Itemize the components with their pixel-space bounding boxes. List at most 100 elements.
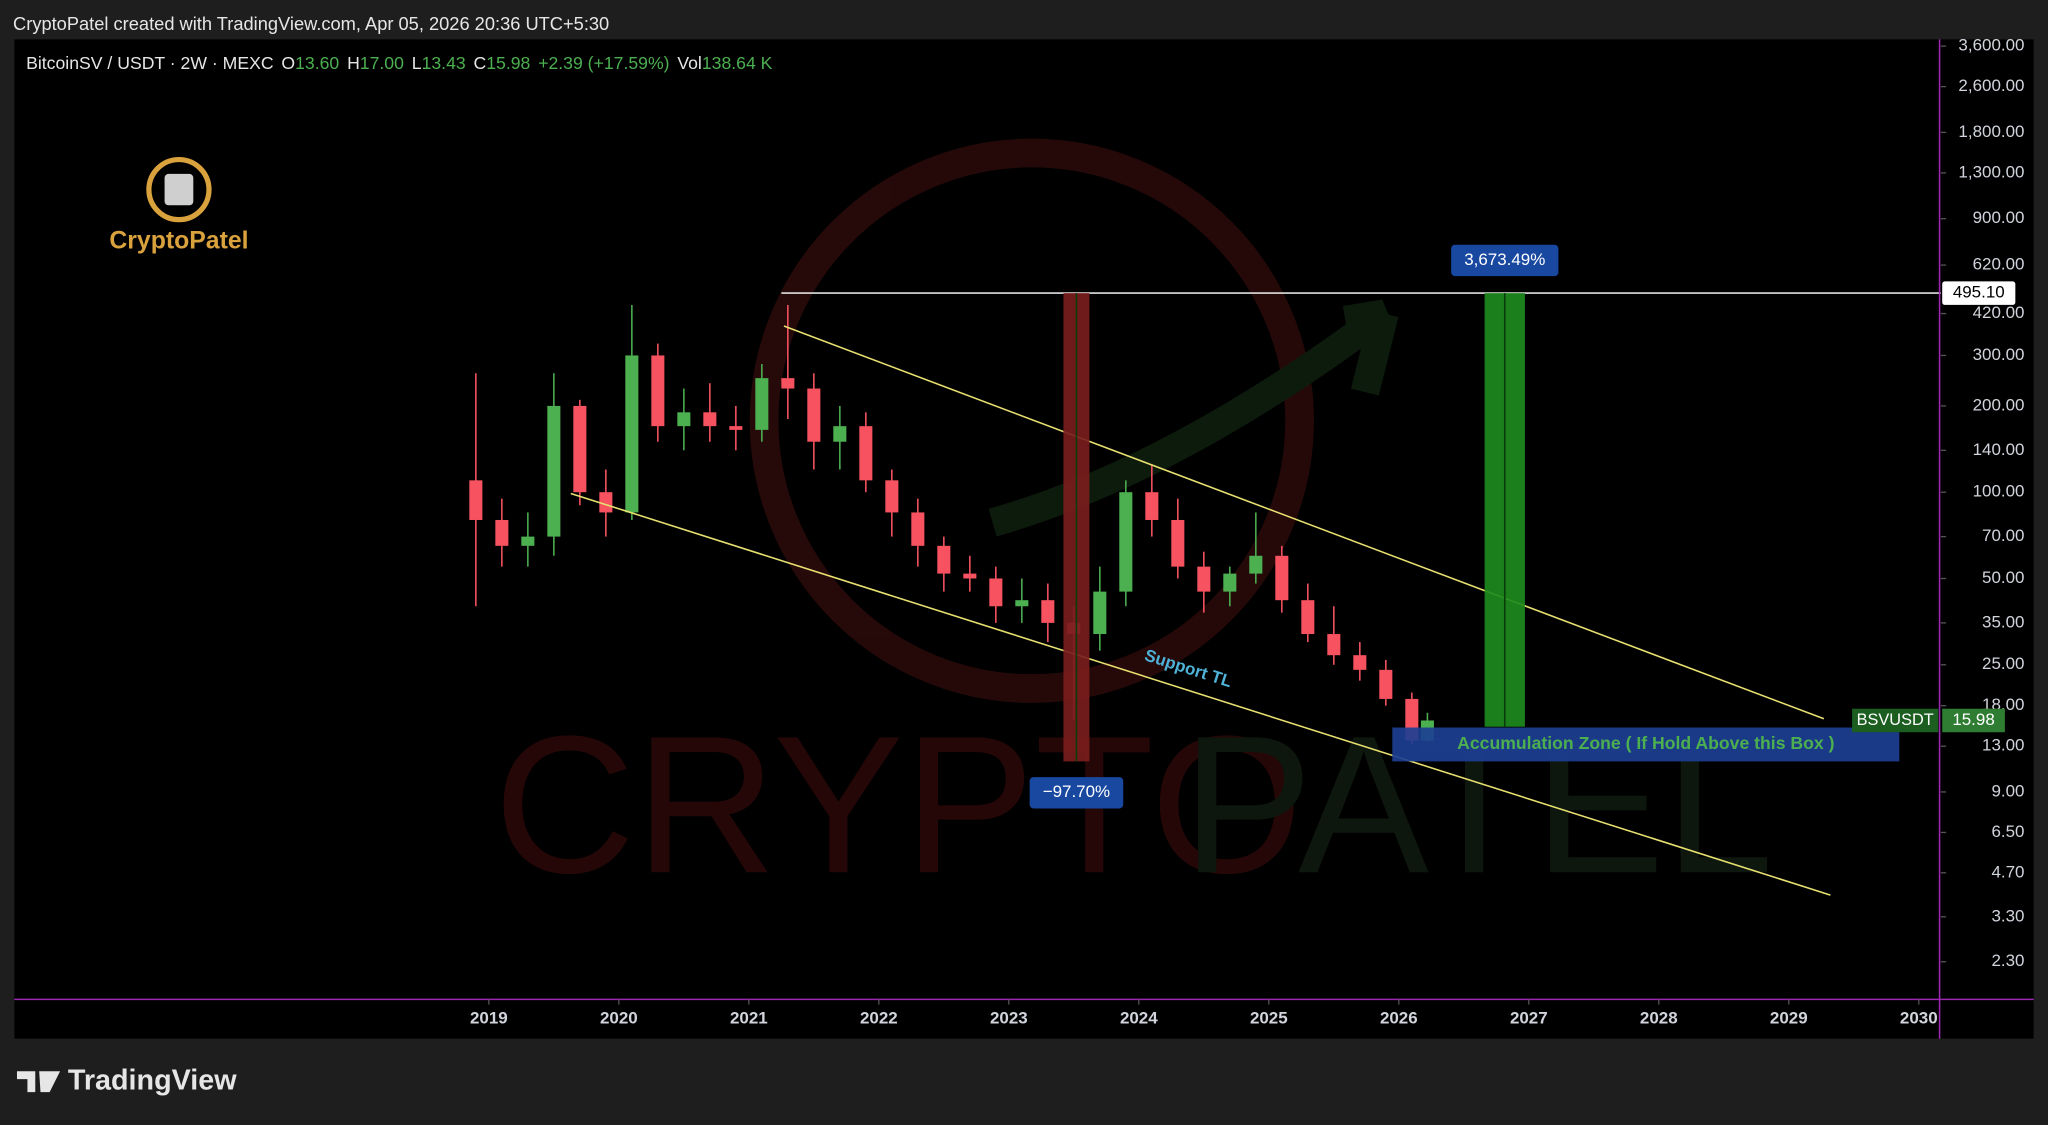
candle-body xyxy=(651,355,665,427)
footer-logo: TradingView xyxy=(16,1064,237,1096)
y-tick-label: 25.00 xyxy=(1982,654,2024,673)
x-tick-label: 2022 xyxy=(860,1008,898,1027)
logo: CryptoPatel xyxy=(109,156,249,254)
volume-key: Vol xyxy=(677,53,702,73)
x-tick-label: 2026 xyxy=(1380,1008,1418,1027)
candle-body xyxy=(781,378,795,389)
price-tag-box xyxy=(1942,281,2016,305)
candle-body xyxy=(677,412,691,427)
ohlc-key: L xyxy=(412,53,422,73)
candle-body xyxy=(1301,600,1315,635)
candle-body xyxy=(521,536,535,546)
zone xyxy=(1392,727,1900,762)
y-tick-label: 100.00 xyxy=(1973,482,2025,501)
ohlc-value: 13.60 xyxy=(295,53,339,73)
candle-body xyxy=(729,426,743,430)
y-tick-label: 4.70 xyxy=(1991,862,2024,881)
candle-body xyxy=(1197,566,1211,592)
trendline xyxy=(783,325,1825,720)
zone-label: −97.70% xyxy=(1043,782,1110,801)
ohlc-value: 15.98 xyxy=(486,53,530,73)
y-tick-label: 140.00 xyxy=(1973,440,2025,459)
price-tag: 495.10 xyxy=(1953,283,2005,302)
candle-body xyxy=(989,578,1003,607)
logo-icon xyxy=(164,173,194,206)
x-tick-label: 2019 xyxy=(470,1008,508,1027)
x-tick-label: 2020 xyxy=(600,1008,638,1027)
logo-ring xyxy=(146,156,212,223)
x-tick-label: 2025 xyxy=(1250,1008,1288,1027)
candle-body xyxy=(1275,555,1289,601)
y-tick-label: 3.30 xyxy=(1991,906,2024,925)
change: +2.39 (+17.59%) xyxy=(538,53,669,73)
watermark-text: CRYPTO xyxy=(494,695,1303,914)
symbol-tag-box xyxy=(1852,708,1939,733)
y-tick-label: 2,600.00 xyxy=(1958,76,2024,95)
candle-body xyxy=(911,512,925,546)
y-tick-label: 200.00 xyxy=(1973,395,2025,414)
candle-body xyxy=(1353,655,1367,670)
y-tick-label: 13.00 xyxy=(1982,736,2024,755)
zone-label-box xyxy=(1029,777,1124,809)
candle-body xyxy=(833,426,847,442)
tv-icon xyxy=(16,1071,61,1093)
x-tick-label: 2027 xyxy=(1510,1008,1548,1027)
ohlc-value: 13.43 xyxy=(422,53,466,73)
candle-body xyxy=(1015,600,1029,607)
candle-body xyxy=(469,480,483,520)
chart-area xyxy=(14,39,2034,1039)
candle-body xyxy=(1119,492,1133,592)
candle-body xyxy=(599,492,613,513)
zone-label-box xyxy=(1451,244,1559,277)
ohlc-value: 17.00 xyxy=(360,53,404,73)
candle-body xyxy=(495,519,509,546)
plot: Support TL−97.70%3,673.49%Accumulation Z… xyxy=(469,244,1941,896)
candle-body xyxy=(1327,634,1341,656)
candle-body xyxy=(1093,591,1107,635)
candle-body xyxy=(1041,600,1055,623)
price-tag-box xyxy=(1942,708,2005,733)
y-tick-label: 620.00 xyxy=(1973,255,2025,274)
y-tick-label: 6.50 xyxy=(1991,822,2024,841)
ohlc-key: O xyxy=(281,53,295,73)
candle-body xyxy=(807,388,821,442)
candle-body xyxy=(1249,555,1263,574)
top-bar-text: CryptoPatel created with TradingView.com… xyxy=(13,13,609,34)
candle-body xyxy=(963,573,977,579)
y-tick-label: 35.00 xyxy=(1982,612,2024,631)
y-tick-label: 2.30 xyxy=(1991,951,2024,970)
zone-label: Accumulation Zone ( If Hold Above this B… xyxy=(1457,733,1834,753)
y-tick-label: 70.00 xyxy=(1982,526,2024,545)
candle-body xyxy=(573,405,587,493)
y-tick-label: 1,300.00 xyxy=(1958,162,2024,181)
x-tick-label: 2030 xyxy=(1900,1008,1938,1027)
candle-body xyxy=(703,412,717,427)
x-tick-label: 2028 xyxy=(1640,1008,1678,1027)
candle-body xyxy=(1223,573,1237,592)
y-tick-label: 300.00 xyxy=(1973,345,2025,364)
candle-body xyxy=(625,355,639,513)
x-tick-label: 2024 xyxy=(1120,1008,1158,1027)
candle-body xyxy=(1379,669,1393,699)
watermark-arrow xyxy=(988,299,1399,537)
x-tick-label: 2029 xyxy=(1770,1008,1808,1027)
symbol-tag: BSVUSDT xyxy=(1857,711,1934,729)
candle-body xyxy=(937,545,951,574)
y-tick-label: 900.00 xyxy=(1973,208,2025,227)
ohlc-key: H xyxy=(347,53,360,73)
x-tick-label: 2021 xyxy=(730,1008,768,1027)
y-tick-label: 3,600.00 xyxy=(1958,36,2024,55)
zone-label: 3,673.49% xyxy=(1464,250,1545,269)
x-tick-label: 2023 xyxy=(990,1008,1028,1027)
symbol-header: BitcoinSV / USDT · 2W · MEXC O13.60 H17.00… xyxy=(26,53,773,73)
y-tick-label: 1,800.00 xyxy=(1958,122,2024,141)
y-tick-label: 420.00 xyxy=(1973,303,2025,322)
trendline xyxy=(570,492,1831,896)
symbol: BitcoinSV / USDT · 2W · MEXC xyxy=(26,53,274,73)
candle-body xyxy=(885,480,899,513)
volume-value: 138.64 K xyxy=(702,53,773,73)
candle-body xyxy=(755,378,769,430)
ohlc-key: C xyxy=(474,53,487,73)
